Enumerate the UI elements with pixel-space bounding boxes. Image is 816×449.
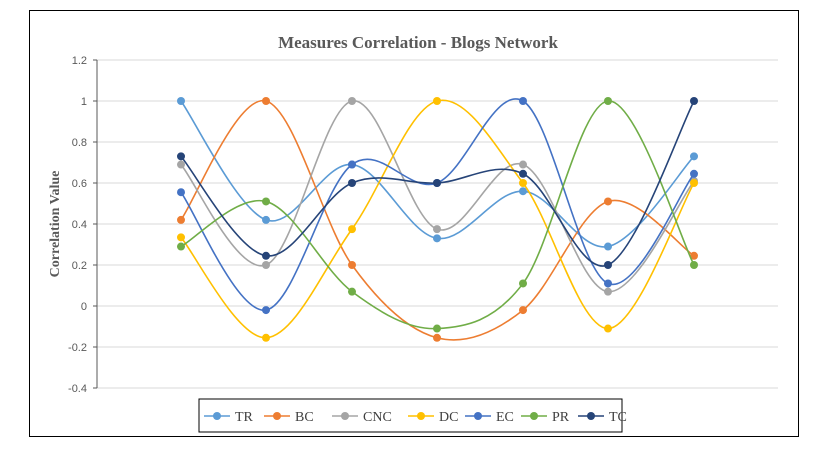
chart-title: Measures Correlation - Blogs Network (278, 33, 558, 52)
y-tick-label: 0.4 (72, 219, 87, 231)
legend-label: CNC (363, 410, 392, 425)
data-point-dc (262, 333, 270, 342)
data-point-pr (604, 97, 612, 105)
y-tick-label: 0 (81, 301, 87, 313)
legend-item-cnc: CNC (332, 410, 392, 425)
legend-marker (587, 412, 595, 420)
data-point-cnc (262, 261, 270, 269)
data-point-pr (690, 261, 698, 269)
series-lines (177, 97, 698, 342)
legend-item-bc: BC (264, 410, 314, 425)
legend-label: EC (496, 410, 514, 425)
legend: TR BC CNC DC EC PR TC (198, 398, 627, 433)
data-point-cnc (604, 287, 612, 296)
data-point-ec (604, 279, 612, 288)
y-tick-label: 0.6 (72, 178, 87, 190)
data-point-cnc (519, 160, 527, 169)
data-point-bc (177, 215, 185, 224)
legend-item-tr: TR (204, 410, 254, 425)
data-point-bc (690, 251, 698, 260)
y-tick-label: -0.4 (68, 383, 87, 395)
series-pr (177, 97, 698, 333)
data-point-tc (177, 152, 185, 161)
data-point-tc (519, 169, 527, 178)
data-point-dc (604, 324, 612, 333)
series-tc (177, 97, 698, 269)
series-line-ec (180, 98, 695, 311)
data-point-tr (262, 215, 270, 224)
legend-label: PR (552, 410, 570, 425)
data-point-pr (177, 242, 185, 251)
data-point-cnc (177, 160, 185, 169)
legend-label: BC (295, 410, 314, 425)
series-cnc (177, 97, 698, 296)
series-ec (177, 97, 698, 315)
data-point-ec (262, 306, 270, 315)
data-point-tr (519, 187, 527, 196)
series-bc (177, 97, 698, 342)
data-point-pr (433, 324, 441, 333)
data-point-ec (690, 169, 698, 178)
data-point-dc (177, 233, 185, 242)
y-tick-label: 1.2 (72, 55, 87, 67)
legend-label: DC (439, 410, 458, 425)
legend-item-pr: PR (521, 410, 570, 425)
data-point-pr (519, 279, 527, 288)
data-point-ec (177, 188, 185, 197)
series-dc (177, 97, 698, 342)
data-point-tc (348, 179, 356, 187)
data-point-tr (604, 242, 612, 251)
data-point-dc (348, 225, 356, 234)
data-point-tr (690, 152, 698, 161)
data-point-dc (690, 179, 698, 187)
data-point-bc (604, 197, 612, 206)
data-point-dc (433, 97, 441, 105)
legend-marker (417, 412, 425, 420)
y-axis-label: Correlation Value (48, 171, 63, 278)
legend-label: TR (235, 410, 254, 425)
data-point-tr (177, 97, 185, 105)
data-point-ec (348, 160, 356, 169)
series-line-tr (180, 100, 695, 248)
legend-marker (530, 412, 538, 420)
data-point-pr (348, 287, 356, 296)
y-tick-label: -0.2 (68, 342, 87, 354)
series-line-cnc (180, 100, 695, 293)
legend-marker (273, 412, 281, 420)
legend-marker (474, 412, 482, 420)
data-point-tc (433, 179, 441, 187)
legend-label: TC (609, 410, 627, 425)
data-point-tr (433, 234, 441, 243)
data-point-dc (519, 179, 527, 187)
legend-marker (213, 412, 221, 420)
data-point-tc (604, 261, 612, 269)
data-point-bc (519, 306, 527, 315)
data-point-tc (262, 251, 270, 260)
data-point-bc (348, 261, 356, 269)
data-point-pr (262, 197, 270, 206)
series-line-bc (180, 100, 695, 341)
legend-item-ec: EC (465, 410, 514, 425)
legend-item-dc: DC (408, 410, 458, 425)
y-tick-label: 0.8 (72, 137, 87, 149)
data-point-ec (519, 97, 527, 105)
y-tick-label: 1 (81, 96, 87, 108)
legend-marker (341, 412, 349, 420)
data-point-tc (690, 97, 698, 105)
data-point-bc (262, 97, 270, 105)
data-point-cnc (433, 225, 441, 234)
data-point-bc (433, 333, 441, 342)
series-line-dc (180, 99, 695, 339)
y-tick-label: 0.2 (72, 260, 87, 272)
legend-item-tc: TC (578, 410, 627, 425)
y-axis: -0.4 -0.2 0 0.2 0.4 0.6 0.8 1 1.2 (68, 55, 98, 395)
data-point-cnc (348, 97, 356, 105)
